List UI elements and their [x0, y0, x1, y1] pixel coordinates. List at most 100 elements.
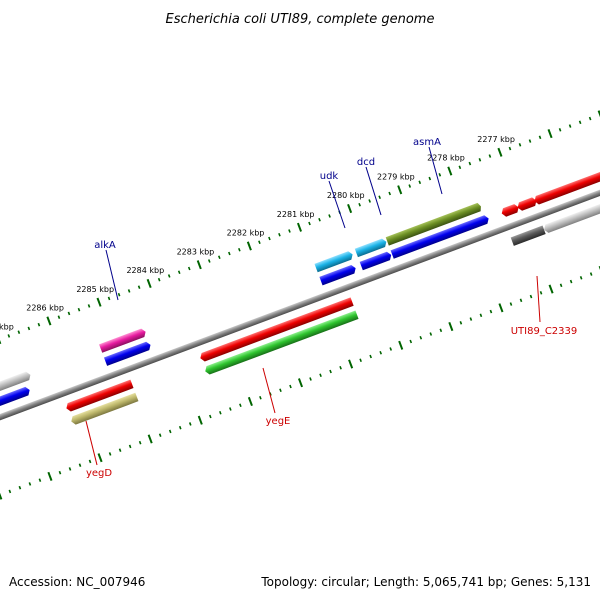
minor-tick-top [167, 274, 171, 278]
gene-feature-magenta-alkA[interactable] [99, 328, 147, 353]
tick-label: 2281 kbp [277, 210, 315, 219]
major-tick-top [397, 185, 403, 195]
minor-tick-top [578, 120, 582, 125]
minor-tick-top [177, 270, 181, 275]
minor-tick-bottom [529, 294, 533, 299]
tick-layer: 2277 kbp 2278 kbp 2279 kbp 2280 kbp 2281 kbp… [0, 110, 600, 500]
gene-feature-khaki-yegD[interactable] [70, 392, 139, 426]
gene-feature-blue-left[interactable] [0, 386, 31, 411]
gene-feature-red-small-2[interactable] [516, 196, 538, 211]
minor-tick-top [318, 217, 321, 222]
minor-tick-bottom [279, 388, 282, 393]
minor-tick-top [518, 143, 522, 147]
genome-backbone [0, 134, 600, 476]
gene-feature-cyan-dcd[interactable] [354, 238, 388, 258]
minor-tick-bottom [108, 452, 112, 456]
major-tick-bottom [448, 321, 454, 332]
tick-label: 2287 kbp [0, 322, 14, 331]
minor-tick-bottom [158, 433, 162, 437]
gene-feature-red-yegE[interactable] [199, 297, 354, 362]
minor-tick-bottom [8, 489, 12, 494]
minor-tick-top [67, 311, 71, 316]
minor-tick-top [87, 304, 91, 308]
minor-tick-top [508, 146, 512, 151]
tick-label: 2279 kbp [377, 172, 415, 181]
minor-tick-top [278, 232, 281, 237]
minor-tick-top [418, 180, 422, 185]
feature-layer [0, 167, 600, 426]
minor-tick-bottom [38, 478, 42, 482]
gene-feature-gray-left[interactable] [0, 371, 32, 398]
gene-label-yegE[interactable]: yegE [266, 416, 291, 427]
gene-label-alkA[interactable]: alkA [94, 240, 116, 251]
gene-label-asmA[interactable]: asmA [413, 137, 441, 148]
gene-feature-darkgray-UTI89_C2339[interactable] [510, 225, 546, 246]
gene-feature-blue-asmA-cds[interactable] [390, 214, 491, 259]
label-connector-yegD [85, 420, 98, 466]
gene-feature-blue-dcd-cds[interactable] [359, 251, 393, 271]
gene-feature-cyan-udk[interactable] [314, 250, 354, 273]
major-tick-top [46, 316, 52, 326]
tick-label: 2277 kbp [477, 135, 515, 144]
minor-tick-bottom [329, 369, 332, 374]
minor-tick-bottom [58, 470, 62, 475]
label-connector-yegE [262, 367, 276, 414]
minor-tick-bottom [188, 422, 192, 426]
minor-tick-bottom [469, 317, 473, 321]
gene-label-dcd[interactable]: dcd [357, 157, 375, 168]
minor-tick-bottom [409, 339, 413, 344]
gene-feature-red-small-1[interactable] [500, 203, 520, 218]
label-connector-udk [328, 180, 346, 229]
major-tick-top [547, 129, 553, 139]
gene-feature-olive-asmA[interactable] [385, 202, 483, 246]
minor-tick-top [7, 334, 11, 338]
minor-tick-top [288, 229, 291, 233]
minor-tick-top [238, 247, 241, 252]
minor-tick-bottom [489, 309, 493, 314]
minor-tick-bottom [509, 302, 513, 306]
minor-tick-top [568, 124, 572, 128]
label-connector-UTI89_C2339 [536, 275, 541, 323]
gene-feature-green-yegE[interactable] [204, 310, 359, 375]
minor-tick-bottom [429, 332, 433, 336]
minor-tick-top [368, 199, 371, 203]
minor-tick-top [478, 158, 482, 162]
gene-feature-gray-right[interactable] [543, 195, 600, 234]
tick-label: 2283 kbp [177, 247, 215, 256]
minor-tick-top [17, 330, 21, 334]
minor-tick-bottom [319, 373, 322, 378]
minor-tick-top [358, 202, 361, 207]
minor-tick-bottom [178, 425, 182, 430]
minor-tick-bottom [239, 403, 242, 408]
minor-tick-top [268, 236, 271, 241]
minor-tick-bottom [479, 313, 483, 318]
gene-label-yegD[interactable]: yegD [86, 468, 112, 479]
major-tick-bottom [498, 303, 504, 313]
major-tick-bottom [47, 471, 53, 481]
gene-feature-red-yegD[interactable] [65, 379, 134, 413]
gene-feature-red-right-forward[interactable] [533, 167, 600, 206]
gene-feature-blue-alkA-cds[interactable] [103, 341, 152, 366]
minor-tick-bottom [208, 414, 212, 419]
minor-tick-top [258, 240, 261, 245]
minor-tick-top [207, 259, 211, 263]
minor-tick-top [137, 285, 141, 289]
minor-tick-bottom [289, 384, 292, 389]
minor-tick-top [588, 116, 592, 121]
minor-tick-top [117, 292, 121, 297]
gene-feature-blue-udk-cds[interactable] [319, 264, 357, 286]
minor-tick-top [187, 266, 191, 271]
minor-tick-top [388, 191, 392, 196]
accession-text: Accession: NC_007946 [9, 575, 146, 589]
minor-tick-bottom [589, 272, 593, 276]
minor-tick-bottom [88, 459, 92, 464]
minor-tick-top [538, 135, 542, 140]
major-tick-bottom [398, 340, 404, 350]
major-tick-top [146, 278, 152, 289]
minor-tick-bottom [168, 429, 172, 434]
minor-tick-bottom [339, 365, 342, 370]
minor-tick-bottom [78, 463, 82, 467]
gene-label-udk[interactable]: udk [320, 171, 339, 182]
gene-label-UTI89_C2339[interactable]: UTI89_C2339 [511, 326, 578, 337]
